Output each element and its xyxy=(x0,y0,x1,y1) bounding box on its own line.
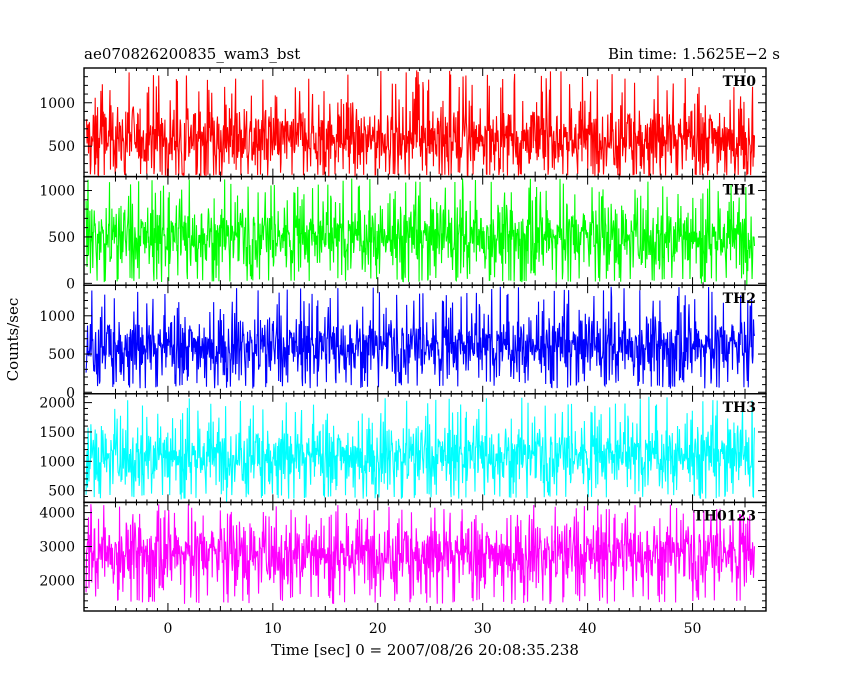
y-tick-label: 2000 xyxy=(39,573,75,589)
x-tick-label: 40 xyxy=(579,621,597,637)
panel-th2: 0 500 1000 TH2 xyxy=(39,284,767,401)
panel-th0123: 2000 3000 4000 TH0123 xyxy=(39,501,767,612)
panel-th0: 500 1000 TH0 xyxy=(39,67,767,178)
panel-label-th2: TH2 xyxy=(723,291,756,307)
panel-th1: 0 500 1000 TH1 xyxy=(39,175,767,292)
x-tick-label: 50 xyxy=(684,621,702,637)
series-th2 xyxy=(85,286,756,389)
plot-title: ae070826200835_wam3_bst xyxy=(84,45,300,63)
x-tick-label: 0 xyxy=(163,621,172,637)
series-th1 xyxy=(85,178,756,286)
y-tick-label: 3000 xyxy=(39,540,75,556)
panel-label-th3: TH3 xyxy=(723,400,756,416)
series-th3 xyxy=(85,396,756,503)
x-tick-label: 20 xyxy=(369,621,387,637)
y-tick-label: 1500 xyxy=(39,425,75,441)
y-tick-label: 0 xyxy=(66,276,75,292)
panel-label-th0: TH0 xyxy=(723,74,757,90)
panel-frame xyxy=(83,501,767,612)
x-tick-label: 10 xyxy=(264,621,282,637)
y-tick-label: 500 xyxy=(48,347,75,363)
x-axis: 0 10 20 30 40 50 xyxy=(163,621,701,637)
y-tick-label: 1000 xyxy=(39,454,75,470)
panel-label-th0123: TH0123 xyxy=(693,508,756,524)
x-tick-label: 30 xyxy=(474,621,492,637)
y-tick-label: 1000 xyxy=(39,96,75,112)
x-axis-label: Time [sec] 0 = 2007/08/26 20:08:35.238 xyxy=(271,641,579,659)
series-th0 xyxy=(86,70,756,177)
y-tick-label: 500 xyxy=(48,139,75,155)
panel-label-th1: TH1 xyxy=(723,183,756,199)
bin-time-label: Bin time: 1.5625E−2 s xyxy=(608,45,780,63)
panel-th3: 500 1000 1500 2000 TH3 xyxy=(39,393,767,504)
y-tick-label: 2000 xyxy=(39,396,75,412)
y-tick-label: 500 xyxy=(48,230,75,246)
y-axis-label: Counts/sec xyxy=(4,298,22,382)
y-tick-label: 0 xyxy=(66,385,75,401)
panels: 500 1000 TH0 0 500 1000 TH1 0 500 1000 TH2 500 1000 1… xyxy=(39,67,767,612)
y-tick-label: 1000 xyxy=(39,309,75,325)
y-tick-label: 4000 xyxy=(39,506,75,522)
y-tick-label: 500 xyxy=(48,484,75,500)
series-th0123 xyxy=(85,504,756,605)
y-tick-label: 1000 xyxy=(39,184,75,200)
